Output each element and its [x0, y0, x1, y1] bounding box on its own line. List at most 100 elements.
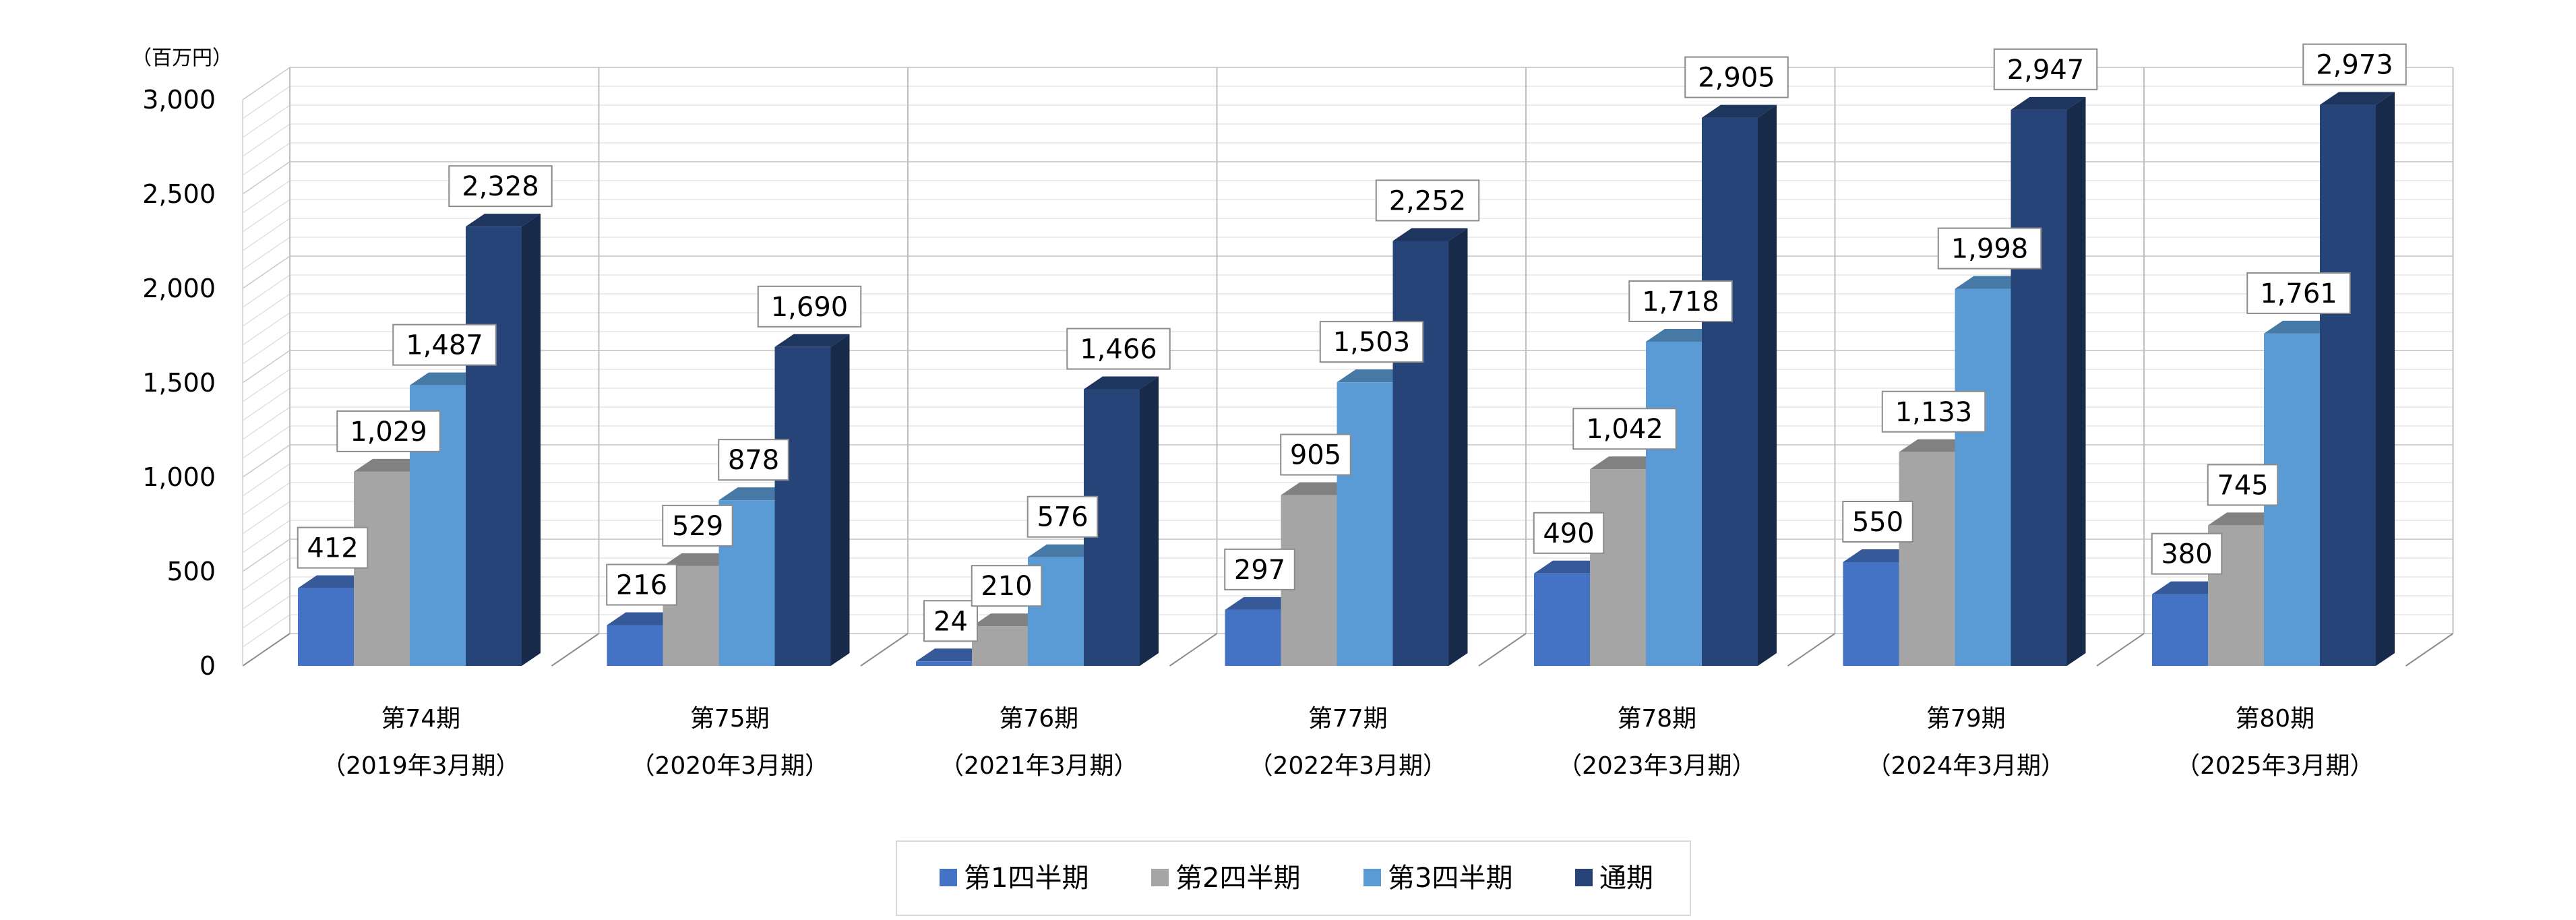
data-label-box	[1026, 495, 1099, 538]
side-gridline	[242, 67, 290, 100]
x-tick-label: 第78期	[1617, 705, 1696, 733]
bar-top	[774, 334, 850, 347]
data-label-box	[1319, 321, 1424, 363]
data-label: 529	[672, 511, 723, 542]
side-gridline	[242, 463, 290, 497]
bar-top	[1702, 104, 1777, 118]
side-gridline	[242, 237, 290, 270]
data-label: 2,947	[2007, 55, 2085, 86]
data-label-box	[2246, 272, 2351, 314]
bar-side	[1758, 104, 1777, 667]
side-gridline	[242, 369, 290, 402]
data-label-box	[336, 410, 441, 452]
data-label: 24	[933, 606, 968, 637]
data-label-box	[1881, 390, 1986, 433]
y-tick-label: 2,500	[142, 179, 216, 209]
data-label: 2,328	[462, 171, 539, 202]
side-gridline	[242, 255, 290, 289]
data-label-box	[1375, 179, 1480, 222]
data-label: 1,466	[1080, 334, 1157, 365]
data-label: 745	[2217, 470, 2268, 501]
legend-label: 第1四半期	[964, 863, 1088, 894]
y-tick-label: 500	[166, 557, 216, 586]
legend-swatch	[1151, 869, 1169, 886]
side-gridline	[242, 501, 290, 534]
x-tick-label-sub: （2023年3月期）	[1558, 752, 1756, 780]
data-label: 1,718	[1642, 286, 1719, 317]
data-label-box	[662, 504, 733, 547]
y-tick-label: 2,000	[142, 274, 216, 303]
x-tick-label-sub: （2021年3月期）	[940, 752, 1138, 780]
side-gridline	[242, 218, 290, 251]
data-label-box	[2302, 43, 2407, 86]
bar	[1392, 241, 1449, 666]
bar	[1955, 288, 2011, 666]
side-gridline	[242, 425, 290, 459]
data-label: 576	[1037, 502, 1088, 533]
data-label-box	[1842, 501, 1913, 543]
bar-top	[2011, 96, 2086, 110]
x-tick-label: 第77期	[1308, 705, 1388, 733]
x-tick-label: 第75期	[690, 705, 770, 733]
axes: 0 500 1,000 1,500 2,000 2,500 3,000 （百万円） 第74期 （2…	[131, 47, 2454, 780]
side-gridline	[242, 142, 290, 176]
y-tick-label: 1,000	[142, 462, 216, 492]
side-gridline	[242, 331, 290, 365]
x-tick-label-sub: （2019年3月期）	[321, 752, 520, 780]
data-label: 1,029	[350, 417, 427, 448]
legend-swatch	[1575, 869, 1593, 886]
side-gridline	[242, 406, 290, 440]
bar	[1337, 382, 1393, 666]
floor-diagonal	[1787, 633, 1836, 667]
floor-diagonal	[2096, 633, 2145, 667]
x-tick-label-sub: （2020年3月期）	[630, 752, 829, 780]
data-label-box	[1937, 227, 2042, 270]
x-tick-label-sub: （2022年3月期）	[1248, 752, 1447, 780]
data-label-box	[1533, 512, 1605, 554]
bar	[1590, 469, 1646, 666]
data-label: 1,133	[1895, 397, 1973, 428]
bar-side	[1448, 228, 1468, 666]
bar-side	[1140, 376, 1159, 666]
y-tick-label: 0	[200, 651, 216, 681]
data-label-box	[1684, 56, 1789, 98]
legend: 第1四半期 第2四半期 第3四半期 通期	[896, 840, 1691, 916]
floor-diagonal	[1478, 633, 1527, 667]
side-gridline	[242, 539, 290, 572]
side-gridline	[242, 557, 290, 591]
bar	[298, 588, 354, 666]
bar	[466, 226, 522, 666]
legend-label: 第3四半期	[1388, 863, 1512, 894]
data-label: 550	[1852, 507, 1903, 538]
legend-label: 第2四半期	[1175, 863, 1300, 894]
data-label-box	[1066, 328, 1171, 370]
data-label-box	[1628, 280, 1733, 322]
x-tick-label: 第74期	[381, 705, 460, 733]
data-label-box	[1280, 433, 1351, 476]
data-label: 1,690	[771, 292, 849, 323]
legend-swatch	[940, 869, 957, 886]
side-gridline	[242, 444, 290, 478]
data-label: 1,503	[1333, 327, 1411, 358]
side-gridline	[242, 595, 290, 629]
floor-diagonal	[551, 633, 600, 667]
side-gridline	[242, 350, 290, 384]
floor-diagonal	[860, 633, 909, 667]
data-label: 1,487	[406, 330, 483, 361]
data-label-box	[971, 565, 1043, 607]
floor-diagonal	[242, 633, 290, 667]
data-label: 905	[1290, 440, 1341, 471]
side-gridline	[242, 104, 290, 138]
bar	[1225, 609, 1281, 666]
data-label-box	[392, 324, 497, 366]
bar	[607, 625, 663, 666]
bar-side	[2376, 92, 2395, 666]
side-gridline	[242, 520, 290, 553]
y-unit-label: （百万円）	[131, 47, 233, 70]
side-gridline	[242, 86, 290, 119]
bar-top	[2320, 92, 2395, 105]
x-tick-label-sub: （2024年3月期）	[1866, 752, 2065, 780]
data-label-box	[297, 526, 369, 569]
